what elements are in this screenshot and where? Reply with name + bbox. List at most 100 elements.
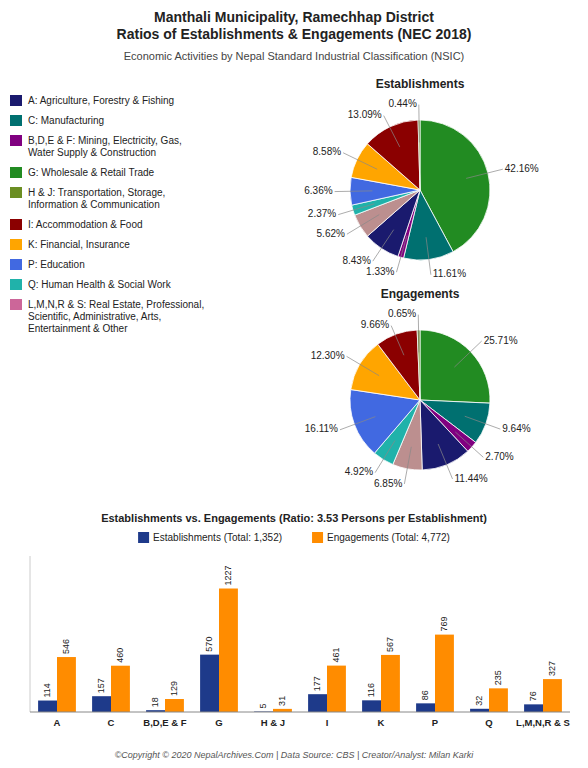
data-label: 8.58% bbox=[313, 146, 341, 157]
pie-slice bbox=[420, 400, 468, 470]
data-label: 129 bbox=[169, 681, 179, 696]
data-label: 25.71% bbox=[484, 335, 518, 346]
legend-swatch bbox=[138, 532, 149, 543]
text-line: A: Agriculture, Forestry & Fishing bbox=[28, 95, 174, 106]
legend-label: Establishments (Total: 1,352) bbox=[153, 532, 282, 543]
text-line: B,D,E & F: Mining, Electricity, Gas, bbox=[28, 135, 182, 146]
leader-line bbox=[396, 236, 406, 272]
data-label: 42.16% bbox=[505, 163, 539, 174]
leader-line bbox=[391, 326, 404, 356]
leader-line bbox=[438, 444, 452, 479]
legend-label: I: Accommodation & Food bbox=[28, 219, 143, 230]
data-label: 2.70% bbox=[485, 451, 513, 462]
bar bbox=[38, 701, 57, 712]
y-axis-line bbox=[30, 556, 31, 712]
bar bbox=[489, 688, 508, 712]
data-label: 32 bbox=[474, 696, 484, 706]
leader-line bbox=[418, 105, 420, 143]
legend-label: H & J: Transportation, Storage,Informati… bbox=[28, 187, 165, 210]
bar bbox=[543, 679, 562, 712]
legend-swatch bbox=[10, 95, 22, 106]
footer: ©Copyright © 2020 NepalArchives.Com | Da… bbox=[115, 750, 475, 760]
data-label: 114 bbox=[42, 683, 52, 697]
legend-swatch bbox=[10, 187, 22, 198]
bar bbox=[57, 657, 76, 712]
tick-label: I bbox=[326, 717, 329, 728]
data-label: 546 bbox=[61, 639, 71, 654]
data-label: 461 bbox=[331, 648, 341, 663]
leader-line bbox=[465, 416, 501, 429]
data-label: 235 bbox=[493, 670, 503, 685]
data-label: 6.85% bbox=[374, 478, 402, 489]
leader-line bbox=[340, 417, 375, 430]
bar bbox=[165, 699, 184, 712]
legend-swatch bbox=[10, 279, 22, 290]
leader-line bbox=[338, 204, 374, 215]
leader-line bbox=[455, 432, 483, 457]
legend-swatch bbox=[10, 115, 22, 126]
bar bbox=[524, 704, 543, 712]
data-labels: 1141571857051771168632765464601291227314… bbox=[42, 565, 557, 708]
data-label: 76 bbox=[528, 691, 538, 701]
bar bbox=[219, 589, 238, 712]
leader-line bbox=[343, 153, 377, 169]
leader-line bbox=[418, 315, 420, 353]
legend-label: G: Wholesale & Retail Trade bbox=[28, 167, 155, 178]
legend-swatch bbox=[10, 239, 22, 250]
data-label: 11.44% bbox=[455, 473, 488, 484]
chart-canvas: Manthali Municipality, Ramechhap Distric… bbox=[0, 0, 588, 768]
leader-line bbox=[404, 447, 411, 484]
data-label: 5.62% bbox=[317, 228, 345, 239]
legend-label: K: Financial, Insurance bbox=[28, 239, 130, 250]
tick-label: G bbox=[215, 717, 222, 728]
data-label: 116 bbox=[366, 683, 376, 697]
legend-swatch bbox=[10, 259, 22, 270]
data-label: 18 bbox=[150, 697, 160, 707]
pie-slice bbox=[367, 120, 420, 190]
data-label: 16.11% bbox=[305, 423, 338, 434]
data-label: 9.64% bbox=[502, 423, 530, 434]
text-line: I: Accommodation & Food bbox=[28, 219, 143, 230]
chart-title: Establishments vs. Engagements (Ratio: 3… bbox=[101, 512, 487, 524]
tick-label: L,M,N,R & S bbox=[516, 717, 570, 728]
data-label: 86 bbox=[420, 690, 430, 700]
tick-label: B,D,E & F bbox=[143, 717, 186, 728]
tick-label: Q bbox=[485, 717, 492, 728]
pie-chart: Establishments42.16%11.61%1.33%8.43%5.62… bbox=[304, 77, 539, 279]
leader-line bbox=[373, 230, 394, 262]
legend: Establishments (Total: 1,352)Engagements… bbox=[138, 532, 450, 543]
title: Manthali Municipality, Ramechhap Distric… bbox=[117, 9, 472, 42]
text-line: Water Supply & Construction bbox=[28, 147, 156, 158]
leader-line bbox=[347, 215, 379, 235]
leader-line bbox=[384, 116, 400, 147]
leader-line bbox=[454, 341, 481, 367]
chart-title: Engagements bbox=[381, 287, 460, 301]
data-label: 8.43% bbox=[342, 255, 370, 266]
text-line: Entertainment & Other bbox=[28, 323, 128, 334]
legend-label: B,D,E & F: Mining, Electricity, Gas,Wate… bbox=[28, 135, 182, 158]
leader-line bbox=[466, 169, 503, 178]
bar bbox=[381, 655, 400, 712]
data-label: 4.92% bbox=[345, 466, 373, 477]
legend: A: Agriculture, Forestry & FishingC: Man… bbox=[10, 95, 204, 334]
legend-swatch bbox=[10, 219, 22, 230]
data-label: 327 bbox=[547, 661, 557, 676]
tick-label: C bbox=[108, 717, 115, 728]
tick-label: K bbox=[378, 717, 385, 728]
leader-line bbox=[335, 190, 373, 192]
legend-swatch bbox=[10, 167, 22, 178]
data-label: 6.36% bbox=[304, 185, 332, 196]
subtitle: Economic Activities by Nepal Standard In… bbox=[124, 50, 465, 62]
tick-label: H & J bbox=[261, 717, 285, 728]
bar bbox=[200, 655, 219, 712]
legend-label: A: Agriculture, Forestry & Fishing bbox=[28, 95, 174, 106]
data-label: 0.44% bbox=[388, 98, 416, 109]
text-line: Scientific, Administrative, Arts, bbox=[28, 311, 161, 322]
data-label: 12.30% bbox=[311, 350, 345, 361]
data-label: 2.37% bbox=[308, 208, 336, 219]
data-label: 567 bbox=[385, 637, 395, 652]
legend-swatch bbox=[10, 299, 22, 310]
data-label: 0.65% bbox=[388, 308, 416, 319]
legend-label: P: Education bbox=[28, 259, 85, 270]
tick-label: A bbox=[54, 717, 61, 728]
